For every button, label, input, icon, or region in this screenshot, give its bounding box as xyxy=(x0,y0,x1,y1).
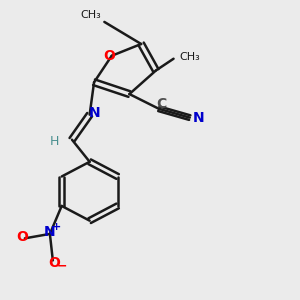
Text: CH₃: CH₃ xyxy=(179,52,200,62)
Text: +: + xyxy=(52,222,61,232)
Text: N: N xyxy=(89,106,101,120)
Text: N: N xyxy=(44,225,55,238)
Text: O: O xyxy=(103,49,115,63)
Text: O: O xyxy=(16,230,28,244)
Text: O: O xyxy=(48,256,60,270)
Text: −: − xyxy=(57,259,68,272)
Text: H: H xyxy=(50,135,59,148)
Text: C: C xyxy=(157,98,167,111)
Text: CH₃: CH₃ xyxy=(81,10,101,20)
Text: N: N xyxy=(193,111,204,124)
